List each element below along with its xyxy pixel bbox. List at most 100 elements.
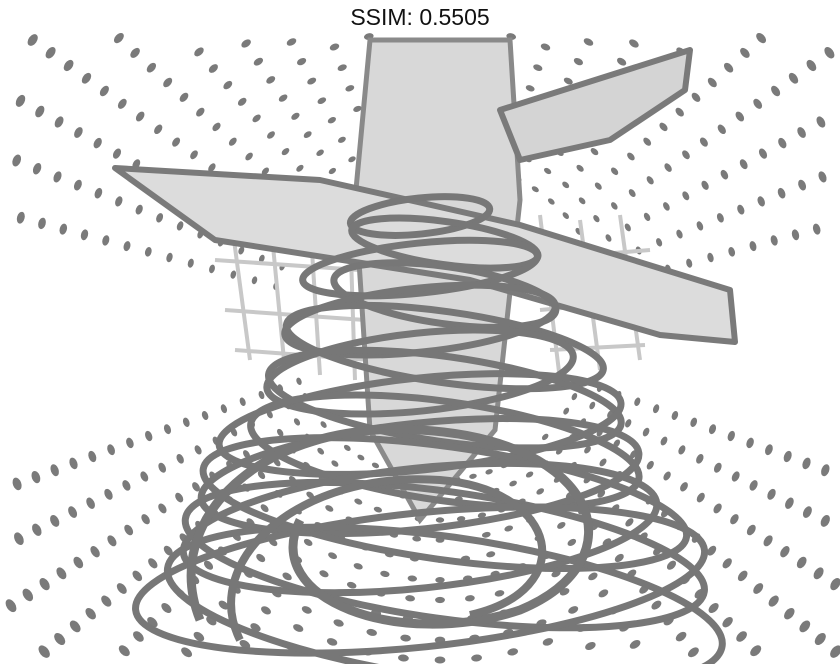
dot: [477, 512, 487, 519]
dot: [573, 57, 583, 66]
dot: [568, 606, 579, 614]
dot: [329, 43, 340, 51]
dot: [126, 437, 134, 449]
dot: [258, 254, 265, 263]
dot: [251, 276, 258, 285]
dot: [38, 645, 50, 658]
dot: [713, 503, 722, 514]
dot: [593, 215, 600, 223]
dot: [32, 162, 42, 175]
dot: [547, 198, 555, 205]
dot: [343, 444, 351, 451]
dot: [260, 504, 269, 513]
dot: [767, 488, 776, 500]
dot: [346, 581, 357, 589]
dot: [345, 85, 355, 92]
dot: [253, 57, 264, 66]
dot: [730, 514, 739, 525]
dot: [38, 217, 46, 230]
dot: [208, 163, 216, 172]
dot: [578, 197, 586, 205]
dot: [435, 596, 445, 604]
dot: [80, 229, 89, 241]
dot: [14, 532, 24, 545]
dot: [301, 606, 312, 614]
spiral-ring: [247, 391, 643, 511]
dot: [802, 457, 811, 470]
dot: [707, 545, 717, 556]
dot: [686, 258, 693, 268]
dot: [708, 424, 717, 435]
dot: [525, 471, 534, 478]
dot: [331, 460, 339, 467]
dot: [333, 619, 344, 627]
dot: [140, 471, 149, 482]
dot: [753, 98, 763, 109]
dot: [94, 187, 103, 199]
dot: [588, 572, 598, 581]
dot: [485, 469, 493, 475]
dot: [357, 454, 365, 461]
dot: [86, 497, 95, 509]
dot: [753, 583, 764, 594]
dot: [74, 127, 83, 138]
dot: [771, 85, 781, 97]
dot: [814, 632, 826, 646]
dot: [122, 480, 131, 491]
dot: [194, 445, 202, 455]
dot: [261, 606, 271, 615]
dot: [770, 235, 778, 246]
dot: [337, 64, 347, 71]
dot: [571, 393, 578, 401]
dot: [797, 127, 806, 138]
dot: [713, 462, 722, 473]
dot: [175, 492, 184, 503]
dot: [598, 589, 609, 598]
dot: [599, 458, 607, 467]
swirl: [227, 475, 547, 642]
dot: [666, 560, 677, 570]
dot: [663, 202, 670, 211]
dot: [303, 131, 312, 138]
dot: [291, 112, 300, 120]
dot: [90, 546, 100, 558]
dot: [675, 631, 687, 642]
dot: [130, 47, 140, 58]
dot: [722, 558, 732, 569]
dot: [45, 46, 56, 59]
dot: [758, 148, 768, 159]
dot: [400, 634, 411, 642]
dot: [589, 401, 596, 410]
dot: [664, 163, 672, 172]
dot: [407, 575, 417, 582]
dot: [628, 189, 636, 198]
dot: [821, 464, 830, 477]
dot: [659, 122, 668, 132]
dot: [678, 445, 686, 455]
dot: [707, 77, 717, 88]
dot: [212, 122, 221, 132]
dot: [59, 223, 68, 235]
dot: [132, 570, 143, 582]
dot: [293, 418, 301, 426]
dot: [691, 92, 701, 102]
dot: [348, 156, 356, 163]
dot: [763, 535, 773, 547]
dot: [799, 620, 811, 633]
dot: [107, 444, 115, 456]
dot: [117, 98, 127, 109]
upper-fin: [497, 47, 693, 163]
dot: [576, 164, 584, 172]
dot: [297, 57, 307, 66]
dot: [209, 264, 215, 274]
dot: [228, 137, 237, 146]
dot: [107, 535, 117, 547]
dot: [398, 654, 409, 662]
dot: [328, 552, 338, 560]
dot: [266, 76, 276, 84]
spiral-ring: [264, 346, 625, 452]
dot: [69, 457, 78, 470]
dot: [750, 645, 762, 657]
dot: [316, 149, 324, 157]
